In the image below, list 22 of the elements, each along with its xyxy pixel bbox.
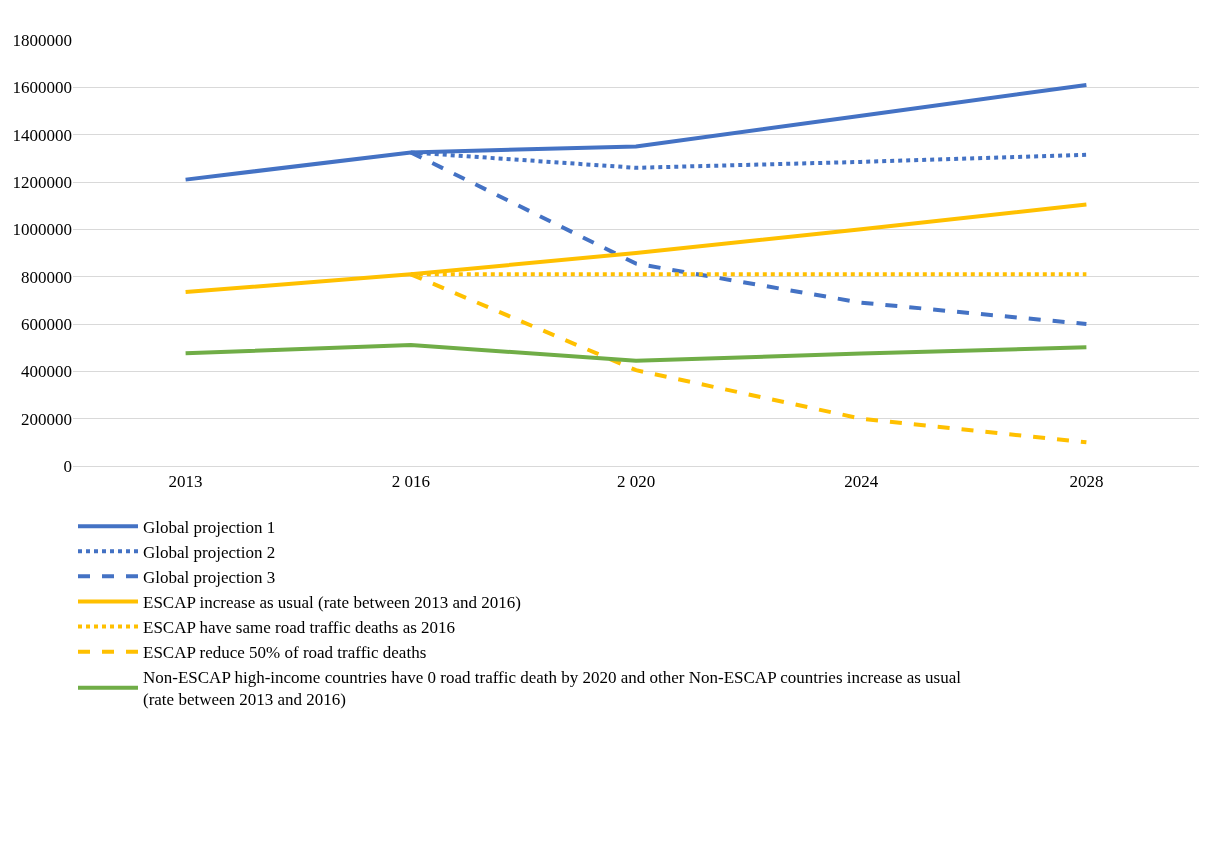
x-tick-label: 2 016 xyxy=(391,472,430,492)
y-tick-label: 1600000 xyxy=(12,78,72,98)
x-tick-label: 2028 xyxy=(1069,472,1104,492)
y-tick-label: 400000 xyxy=(21,362,72,382)
x-tick-label: 2024 xyxy=(844,472,879,492)
y-tick-label: 1200000 xyxy=(12,172,72,192)
legend-label: Global projection 3 xyxy=(143,567,276,587)
y-tick-label: 800000 xyxy=(21,267,72,287)
legend-label: ESCAP increase as usual (rate between 2013 and 2016) xyxy=(143,593,521,613)
y-tick-label: 600000 xyxy=(21,314,72,334)
y-tick-label: 1400000 xyxy=(12,125,72,145)
legend-label: Global projection 1 xyxy=(143,517,276,537)
y-tick-label: 1800000 xyxy=(12,30,72,50)
y-tick-label: 0 xyxy=(63,456,72,476)
legend-label: ESCAP have same road traffic deaths as 2016 xyxy=(143,618,456,638)
y-tick-label: 200000 xyxy=(21,409,72,429)
legend-label: Global projection 2 xyxy=(143,542,276,562)
y-tick-label: 1000000 xyxy=(12,220,72,240)
legend-label: Non-ESCAP high-income countries have 0 road traffic death by 2020 and other Non-ESCAP countries increase as usual (rate between 2013 and 2016) xyxy=(143,668,962,710)
x-tick-label: 2013 xyxy=(168,472,203,492)
legend-label: ESCAP reduce 50% of road traffic deaths xyxy=(143,643,427,663)
x-tick-label: 2 020 xyxy=(616,472,656,492)
